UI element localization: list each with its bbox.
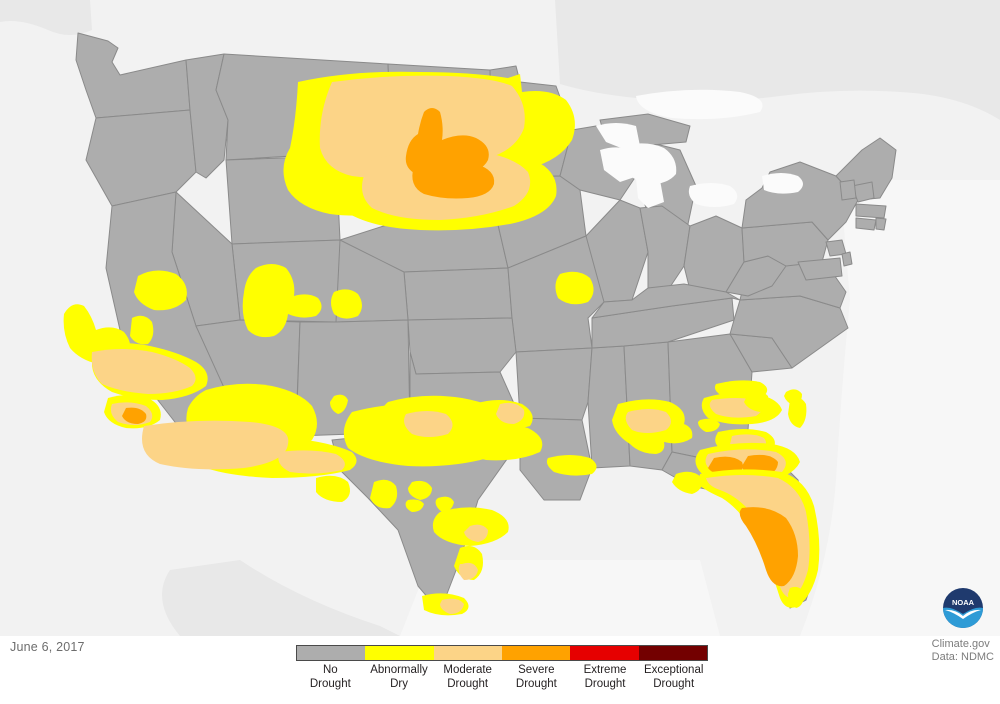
region-abnormally-dry-al-small (698, 418, 720, 432)
state-de (841, 251, 853, 267)
credit-source: Climate.gov (931, 638, 990, 650)
region-abnormally-dry-sc-north (784, 389, 802, 406)
legend-label-severe-drought: Severe Drought (502, 664, 571, 691)
region-moderate-tx-central (464, 524, 488, 542)
region-abnormally-dry-ga-strip (714, 380, 768, 398)
region-abnormally-dry-tx-1 (370, 479, 398, 509)
region-moderate-socal (91, 349, 196, 394)
noaa-logo-text: NOAA (952, 598, 975, 607)
legend-swatch-extreme-drought (570, 646, 639, 660)
state-ky (591, 283, 741, 319)
legend-label-abnormally-dry: Abnormally Dry (365, 664, 434, 691)
state-vt (839, 179, 857, 201)
lake-huron (620, 143, 677, 185)
us-drought-map[interactable] (0, 0, 1000, 636)
drought-region-california (63, 270, 208, 429)
legend-swatch-exceptional-drought (638, 646, 707, 660)
region-severe-plains-2 (412, 161, 495, 199)
legend-label-line2: Drought (584, 677, 626, 690)
drought-region-florida (672, 469, 820, 608)
map-date-label: June 6, 2017 (10, 640, 85, 654)
map-canvas[interactable] (0, 0, 1000, 636)
region-moderate-ms (625, 409, 671, 433)
great-lakes (596, 89, 803, 208)
legend-label-line1: Exceptional (643, 664, 704, 676)
map-credit: Climate.gov Data: NDMC (932, 638, 994, 663)
region-moderate-sw-strip (142, 420, 289, 470)
legend-label-line2: Drought (309, 677, 351, 690)
region-abnormally-dry-elpaso (316, 475, 350, 502)
legend-label-no-drought: No Drought (296, 664, 365, 691)
region-moderate-fl-east (784, 494, 802, 514)
legend-label-line2: Drought (515, 677, 557, 690)
drought-legend: No Drought Abnormally Dry Moderate Droug… (296, 645, 708, 691)
legend-labels: No Drought Abnormally Dry Moderate Droug… (296, 664, 708, 691)
legend-swatch-severe-drought (501, 646, 571, 660)
region-severe-fl (739, 507, 798, 587)
legend-label-line1: Abnormally (370, 664, 428, 676)
state-ma (855, 203, 887, 219)
drought-overlay (63, 71, 820, 616)
lake-ontario (762, 173, 803, 194)
legend-color-bar (296, 645, 708, 661)
lake-michigan (636, 175, 664, 208)
state-md (797, 257, 843, 281)
legend-label-moderate-drought: Moderate Drought (433, 664, 502, 691)
lake-superior (596, 123, 640, 150)
legend-label-exceptional-drought: Exceptional Drought (639, 664, 708, 691)
state-pa (741, 221, 829, 267)
drought-region-texas-panhandle (380, 395, 597, 476)
legend-label-line2: Drought (447, 677, 489, 690)
state-ct (855, 217, 877, 231)
drought-region-northern-plains (283, 71, 575, 231)
state-ri (875, 217, 887, 231)
legend-label-line1: No (322, 664, 338, 676)
legend-swatch-abnormally-dry (365, 646, 434, 660)
credit-data: Data: NDMC (931, 650, 994, 663)
region-moderate-west-tx (278, 450, 345, 474)
legend-label-line2: Drought (653, 677, 695, 690)
region-abnormally-dry-colorado (331, 289, 362, 319)
region-abnormally-dry-tx-west-edge (330, 394, 348, 414)
legend-label-line1: Moderate (443, 664, 492, 676)
ocean (400, 180, 1000, 636)
region-moderate-panhandle (404, 411, 453, 437)
drought-region-texas-interior (330, 394, 509, 616)
region-moderate-ok-spot (496, 402, 525, 424)
legend-swatch-moderate-drought (433, 646, 502, 660)
region-abnormally-dry-iowa (555, 271, 594, 305)
state-ks (403, 267, 513, 321)
state-ok (407, 317, 517, 375)
legend-label-line1: Extreme (583, 664, 627, 676)
map-footer: June 6, 2017 No Drought Abnormally Dry (0, 636, 1000, 704)
foreign-land (0, 0, 1000, 636)
legend-label-line2: Dry (390, 677, 408, 690)
region-abnormally-dry-nevada (134, 270, 187, 311)
region-severe-sd (122, 407, 147, 424)
region-abnormally-dry-tx-2 (408, 480, 432, 500)
drought-region-iowa (555, 271, 594, 305)
region-abnormally-dry-fl-panhandle (672, 471, 703, 494)
region-abnormally-dry-fl-tip (788, 586, 804, 608)
region-abnormally-dry-sc-coast (788, 397, 807, 428)
legend-swatch-no-drought (297, 646, 366, 660)
region-abnormally-dry-utah (242, 264, 322, 338)
legend-label-extreme-drought: Extreme Drought (571, 664, 640, 691)
region-abnormally-dry-tx-3 (405, 499, 424, 512)
region-moderate-tx-south (458, 562, 478, 580)
region-severe-plains (405, 108, 489, 178)
drought-region-great-basin (242, 264, 362, 338)
legend-label-line1: Severe (518, 664, 555, 676)
region-moderate-tx-valley (440, 598, 464, 614)
lake-erie (688, 183, 738, 207)
noaa-logo-icon: NOAA (943, 588, 983, 628)
lake-region-north (636, 89, 763, 120)
region-abnormally-dry-tx-4 (435, 496, 454, 512)
region-abnormally-dry-nevada-2 (130, 315, 154, 345)
region-abnormally-dry-ok-east (546, 455, 597, 476)
